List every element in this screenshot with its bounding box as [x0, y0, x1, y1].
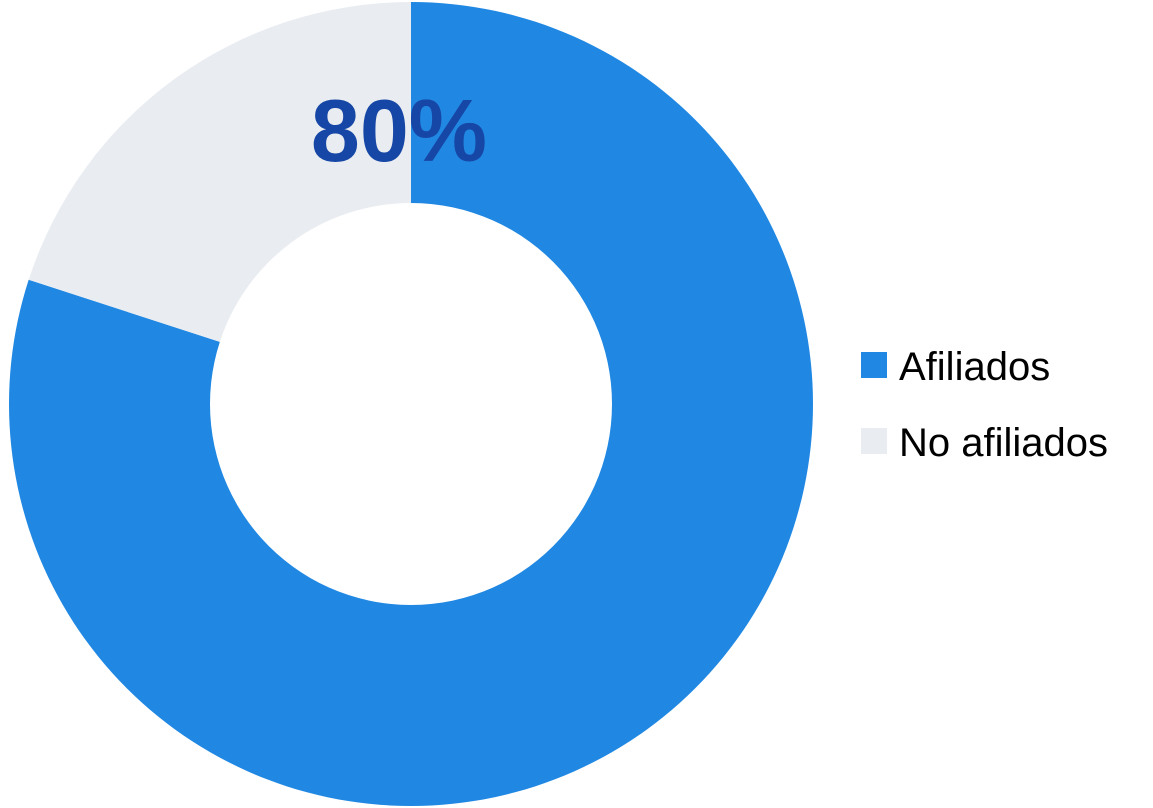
donut-slice-afiliados: [9, 2, 814, 807]
legend-label-no-afiliados: No afiliados: [899, 421, 1108, 465]
donut-slice-no-afiliados: [28, 2, 411, 342]
legend-swatch-afiliados: [861, 352, 887, 378]
donut-slices: [9, 2, 814, 807]
legend-swatch-no-afiliados: [861, 428, 887, 454]
slice-data-label: 80%: [311, 81, 487, 180]
legend-label-afiliados: Afiliados: [899, 345, 1050, 389]
legend: Afiliados No afiliados: [861, 345, 1108, 465]
